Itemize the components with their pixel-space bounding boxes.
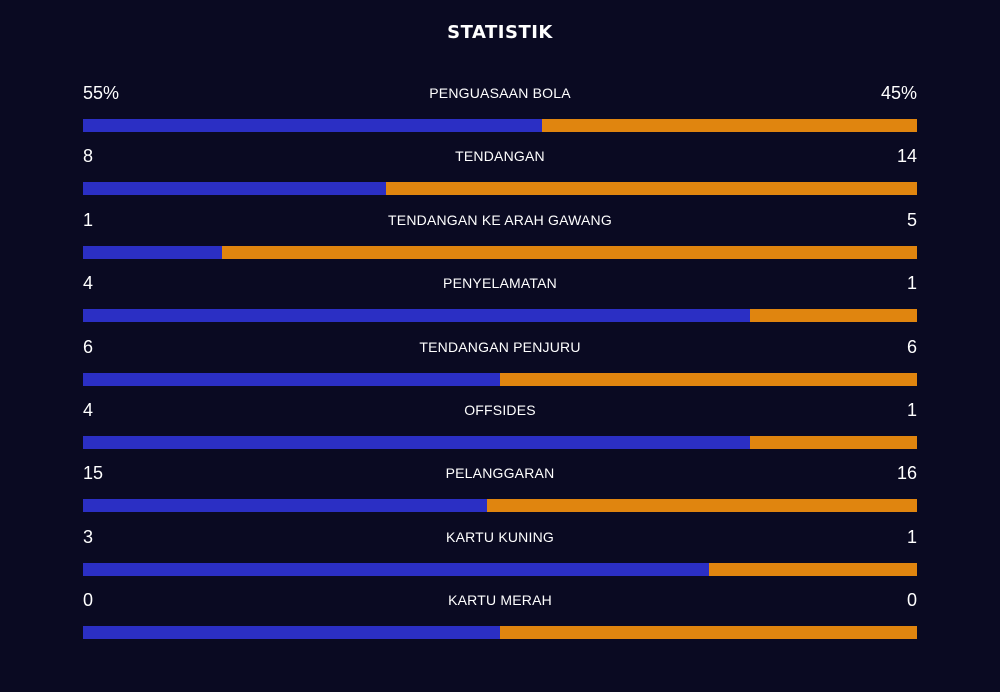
stat-row-possession: 55% PENGUASAAN BOLA 45% xyxy=(83,80,917,143)
away-value: 1 xyxy=(906,399,917,420)
stat-label: PELANGGARAN xyxy=(445,465,555,482)
stat-label: KARTU MERAH xyxy=(448,592,552,609)
stat-row-head: 3 KARTU KUNING 1 xyxy=(83,524,917,550)
away-bar xyxy=(486,499,917,513)
away-value: 1 xyxy=(906,526,917,547)
home-bar xyxy=(83,626,500,640)
away-bar xyxy=(541,119,917,132)
stat-label: TENDANGAN PENJURU xyxy=(419,338,581,355)
away-bar xyxy=(222,245,917,259)
stat-row-head: 4 PENYELAMATAN 1 xyxy=(83,270,917,296)
stat-bar xyxy=(83,309,917,323)
home-value: 55% xyxy=(83,83,120,103)
home-value: 0 xyxy=(83,590,94,611)
away-value: 1 xyxy=(906,273,917,294)
home-bar xyxy=(83,499,487,513)
away-value: 45% xyxy=(880,83,917,103)
stat-bar xyxy=(83,245,917,259)
stat-label: TENDANGAN KE ARAH GAWANG xyxy=(388,211,612,228)
away-bar xyxy=(500,372,917,386)
away-bar xyxy=(386,182,917,196)
away-value: 5 xyxy=(906,209,917,230)
stat-label: PENGUASAAN BOLA xyxy=(429,85,571,101)
stat-bar xyxy=(83,372,917,386)
home-value: 3 xyxy=(83,526,94,547)
stat-bar xyxy=(83,562,917,576)
stats-list: 55% PENGUASAAN BOLA 45% 8 TENDANGAN 14 1… xyxy=(83,80,917,651)
home-bar xyxy=(83,119,542,132)
stat-row-saves: 4 PENYELAMATAN 1 xyxy=(83,270,917,333)
stat-row-fouls: 15 PELANGGARAN 16 xyxy=(83,460,917,523)
home-value: 6 xyxy=(83,336,94,357)
stat-row-head: 15 PELANGGARAN 16 xyxy=(83,460,917,486)
stat-bar xyxy=(83,182,917,196)
home-value: 1 xyxy=(83,209,94,230)
away-bar xyxy=(500,626,917,640)
stat-row-head: 1 TENDANGAN KE ARAH GAWANG 5 xyxy=(83,207,917,233)
home-bar xyxy=(83,372,500,386)
stat-row-head: 6 TENDANGAN PENJURU 6 xyxy=(83,334,917,360)
home-bar xyxy=(83,562,709,576)
stat-label: PENYELAMATAN xyxy=(443,275,557,292)
home-bar xyxy=(83,309,751,323)
home-value: 4 xyxy=(83,273,94,294)
away-value: 6 xyxy=(906,336,917,357)
stat-row-offsides: 4 OFFSIDES 1 xyxy=(83,397,917,460)
stat-row-yellow-cards: 3 KARTU KUNING 1 xyxy=(83,524,917,587)
stat-bar xyxy=(83,435,917,449)
stat-row-head: 4 OFFSIDES 1 xyxy=(83,397,917,423)
away-value: 16 xyxy=(896,463,917,484)
home-bar xyxy=(83,182,387,196)
stat-bar xyxy=(83,626,917,640)
stat-row-head: 55% PENGUASAAN BOLA 45% xyxy=(83,80,917,106)
away-bar xyxy=(708,562,917,576)
stat-bar xyxy=(83,499,917,513)
home-bar xyxy=(83,435,751,449)
stat-label: OFFSIDES xyxy=(464,401,536,418)
home-value: 8 xyxy=(83,146,94,167)
stat-row-head: 8 TENDANGAN 14 xyxy=(83,143,917,169)
away-bar xyxy=(750,435,917,449)
home-bar xyxy=(83,245,223,259)
stat-row-red-cards: 0 KARTU MERAH 0 xyxy=(83,587,917,650)
home-value: 4 xyxy=(83,399,94,420)
away-bar xyxy=(750,309,917,323)
stat-label: TENDANGAN xyxy=(455,148,545,165)
away-value: 0 xyxy=(906,590,917,611)
away-value: 14 xyxy=(896,146,917,167)
stat-bar xyxy=(83,119,917,132)
stat-row-shots-on-target: 1 TENDANGAN KE ARAH GAWANG 5 xyxy=(83,207,917,270)
stats-title: STATISTIK xyxy=(447,22,553,43)
stat-row-head: 0 KARTU MERAH 0 xyxy=(83,587,917,613)
home-value: 15 xyxy=(83,463,104,484)
stat-row-shots: 8 TENDANGAN 14 xyxy=(83,143,917,206)
stat-row-corners: 6 TENDANGAN PENJURU 6 xyxy=(83,334,917,397)
stat-label: KARTU KUNING xyxy=(446,528,554,545)
